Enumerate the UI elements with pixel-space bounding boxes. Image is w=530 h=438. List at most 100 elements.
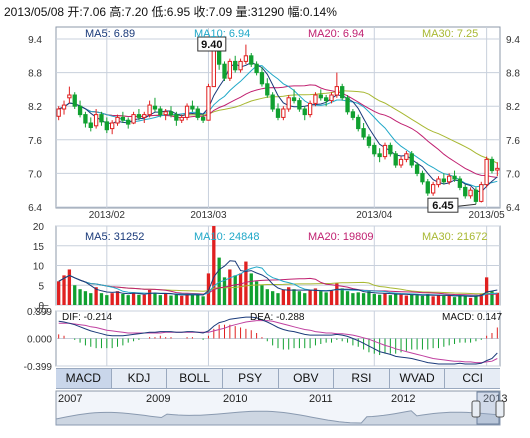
candle-body xyxy=(142,114,147,118)
candle-body xyxy=(473,189,479,202)
candle-body xyxy=(99,114,104,123)
volume-bar xyxy=(94,287,98,305)
candle-body xyxy=(233,60,238,71)
volume-bar xyxy=(131,292,136,305)
volume-ma-legend-entry: MA20: 19809 xyxy=(308,231,373,243)
volume-bar xyxy=(174,294,179,305)
volume-bar xyxy=(249,273,253,305)
volume-ma-legend-entry: MA30: 21672 xyxy=(422,231,487,243)
low-annotation-pointer xyxy=(457,203,476,207)
tab-macd[interactable]: MACD xyxy=(56,369,112,388)
volume-unit-label: x万 xyxy=(34,305,49,316)
candle-body xyxy=(147,104,152,116)
volume-bar xyxy=(426,293,430,305)
candle-body xyxy=(67,94,72,99)
candle-body xyxy=(452,175,457,180)
price-ma-legend-entry: MA5: 6.89 xyxy=(85,28,135,40)
candle-body xyxy=(356,116,361,130)
candle-body xyxy=(104,121,109,131)
candle-body xyxy=(200,116,206,121)
candle-body xyxy=(404,153,409,160)
volume-bar xyxy=(297,291,302,305)
volume-bar xyxy=(372,293,376,305)
candle-body xyxy=(457,178,463,188)
dif-line xyxy=(58,316,498,365)
volume-bar xyxy=(281,289,286,305)
timeline-left-handle[interactable] xyxy=(471,400,481,418)
candle-body xyxy=(254,63,259,74)
volume-bar xyxy=(62,275,66,305)
volume-ma10-line xyxy=(58,266,498,297)
volume-tick-label: 5 xyxy=(38,281,44,292)
volume-bar xyxy=(105,295,109,305)
volume-bar xyxy=(319,291,323,305)
tab-cci[interactable]: CCI xyxy=(462,371,484,385)
candle-body xyxy=(334,86,340,96)
price-tick-label-left: 8.8 xyxy=(28,69,42,80)
candle-body xyxy=(361,128,366,138)
volume-bar xyxy=(233,275,237,305)
tab-obv[interactable]: OBV xyxy=(279,369,335,388)
date-tick-label: 2013/05 xyxy=(469,210,506,221)
high-annotation-box xyxy=(197,36,227,52)
volume-bar xyxy=(308,289,312,305)
indicator-tabs: MACD KDJ BOLL PSY OBV RSI WVAD CCI xyxy=(56,368,500,389)
volume-bar xyxy=(83,291,88,305)
macd-tick-label: 0.000 xyxy=(27,335,52,346)
volume-bar xyxy=(115,291,120,305)
volume-panel: 20 15 10 5 0 MA5: 31252 MA10: 24848 MA20: 19809… xyxy=(33,222,501,316)
candle-body xyxy=(366,136,372,146)
candle-body xyxy=(318,94,323,99)
volume-bar xyxy=(238,273,243,305)
candle-body xyxy=(377,153,382,158)
chart-header: 2013/05/08 开:7.06 高:7.20 低:6.95 收:7.09 量… xyxy=(4,4,337,19)
volume-bar xyxy=(169,295,173,305)
candle-body xyxy=(61,104,67,110)
volume-bar xyxy=(142,294,146,305)
price-tick-label-left: 7.0 xyxy=(28,169,42,180)
candle-body xyxy=(126,119,131,125)
candle-body xyxy=(414,164,420,174)
tab-boll[interactable]: BOLL xyxy=(167,369,223,388)
volume-bar xyxy=(351,293,355,305)
candle-body xyxy=(265,83,270,96)
volume-bar xyxy=(484,277,489,305)
tab-psy[interactable]: PSY xyxy=(223,369,279,388)
volume-bar xyxy=(495,292,499,305)
volume-bar xyxy=(431,296,435,305)
volume-bar xyxy=(490,291,494,305)
volume-bar xyxy=(147,289,152,305)
tab-kdj[interactable]: KDJ xyxy=(112,369,168,388)
tab-wvad[interactable]: WVAD xyxy=(390,369,446,388)
price-tick-label-left: 6.4 xyxy=(28,203,42,214)
volume-bar xyxy=(78,289,82,305)
price-tick-label-right: 6.4 xyxy=(506,203,520,214)
candle-body xyxy=(222,63,227,79)
candle-body xyxy=(484,158,489,186)
candle-body xyxy=(350,111,356,118)
candle-body xyxy=(468,189,473,197)
candle-body xyxy=(302,108,307,116)
tab-rsi[interactable]: RSI xyxy=(334,369,390,388)
volume-bar xyxy=(137,294,141,305)
candle-body xyxy=(323,97,329,102)
date-tick-label: 2013/02 xyxy=(89,210,126,221)
volume-bar xyxy=(265,289,269,305)
candle-body xyxy=(447,175,452,183)
volume-bar xyxy=(158,295,162,305)
candle-body xyxy=(238,60,243,71)
candle-body xyxy=(281,108,286,118)
volume-bar xyxy=(73,285,77,305)
candle-body xyxy=(243,55,249,62)
volume-tick-label: 20 xyxy=(33,222,45,233)
macd-tick-label: 0.399 xyxy=(27,307,52,318)
candle-body xyxy=(136,114,142,118)
volume-bar xyxy=(442,295,446,305)
volume-bar xyxy=(458,295,462,305)
volume-bar xyxy=(110,293,114,305)
volume-bar xyxy=(335,283,339,305)
timeline-right-handle[interactable] xyxy=(495,400,505,418)
volume-bar xyxy=(468,297,473,305)
